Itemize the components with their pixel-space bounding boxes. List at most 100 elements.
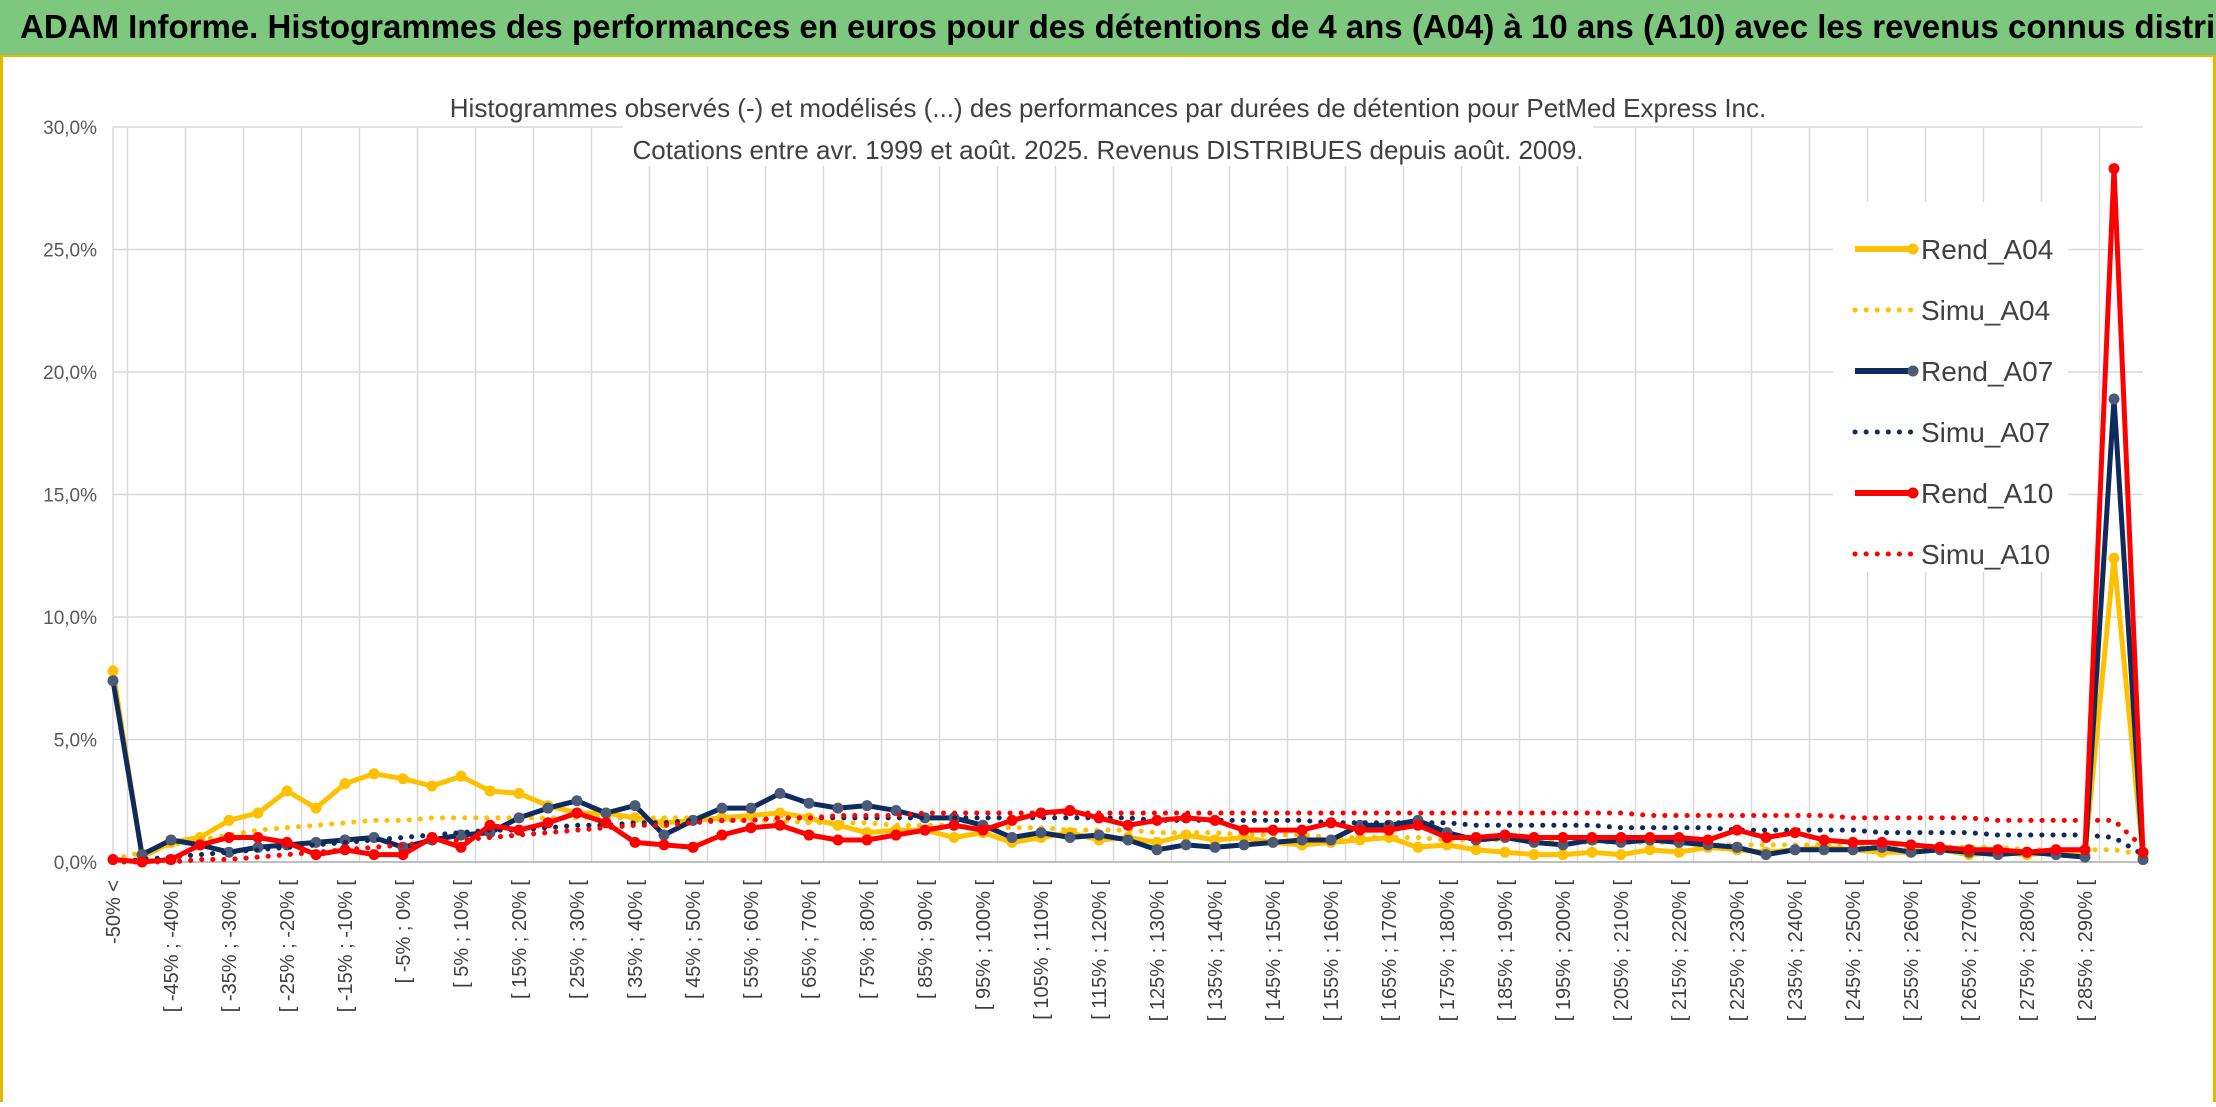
chart-title-background: [428, 82, 1788, 124]
data-point-rend-a04: [1528, 849, 1540, 861]
x-tick-label: [ 145% ; 150% [: [1263, 880, 1285, 1022]
x-tick-label: [ -45% ; -40% [: [161, 880, 183, 1013]
x-tick-label: [ 175% ; 180% [: [1437, 880, 1459, 1022]
data-point-rend-a10: [1963, 844, 1975, 856]
data-point-rend-a10: [2079, 844, 2091, 856]
data-point-rend-a10: [890, 829, 902, 841]
data-point-rend-a07: [1789, 844, 1801, 856]
legend-marker-rend-a10: [1907, 487, 1919, 499]
x-tick-label: [ 215% ; 220% [: [1669, 880, 1691, 1022]
x-tick-label: [ 155% ; 160% [: [1321, 880, 1343, 1022]
data-point-rend-a07: [2108, 393, 2120, 405]
chart-title: Histogrammes observés (-) et modélisés (…: [450, 93, 1766, 123]
data-point-rend-a10: [1934, 841, 1946, 853]
data-point-rend-a04: [1557, 849, 1569, 861]
data-point-rend-a04: [1586, 846, 1598, 858]
data-point-rend-a04: [513, 787, 525, 799]
data-point-rend-a10: [1586, 832, 1598, 843]
data-point-rend-a10: [2021, 846, 2033, 858]
data-point-rend-a10: [1876, 836, 1888, 848]
data-point-rend-a10: [136, 856, 148, 868]
data-point-rend-a10: [977, 824, 989, 836]
chart-titles: Histogrammes observés (-) et modélisés (…: [428, 82, 1788, 166]
data-point-rend-a10: [194, 839, 206, 851]
data-point-rend-a07: [165, 834, 177, 846]
y-tick-label: 10,0%: [43, 608, 97, 629]
x-tick-label: [ 95% ; 100% [: [973, 880, 995, 1011]
data-point-rend-a07: [1180, 839, 1192, 851]
data-point-rend-a07: [716, 802, 728, 814]
x-tick-label: [ 165% ; 170% [: [1379, 880, 1401, 1022]
data-point-rend-a10: [1441, 832, 1453, 843]
data-point-rend-a07: [629, 800, 641, 812]
x-tick-label: [ 105% ; 110% [: [1031, 880, 1053, 1020]
data-point-rend-a04: [1470, 844, 1482, 856]
data-point-rend-a10: [832, 834, 844, 846]
data-point-rend-a10: [1151, 814, 1163, 826]
x-tick-label: [ 235% ; 240% [: [1785, 880, 1807, 1022]
x-tick-label: [ -35% ; -30% [: [219, 880, 241, 1013]
data-point-rend-a10: [1267, 824, 1279, 836]
data-point-rend-a10: [1209, 814, 1221, 826]
data-point-rend-a10: [1847, 836, 1859, 848]
data-point-rend-a10: [1093, 812, 1105, 824]
data-point-rend-a04: [2108, 552, 2120, 564]
y-tick-label: 5,0%: [54, 731, 97, 752]
x-tick-label: [ 5% ; 10% [: [451, 880, 473, 988]
data-point-rend-a10: [2050, 844, 2062, 856]
chart-subtitle-background: [623, 124, 1593, 166]
x-tick-label: [ 125% ; 130% [: [1147, 880, 1169, 1022]
data-point-rend-a07: [542, 802, 554, 814]
data-point-rend-a10: [1673, 832, 1685, 843]
data-point-rend-a04: [948, 832, 960, 843]
data-point-rend-a10: [281, 836, 293, 848]
data-point-rend-a07: [1035, 827, 1047, 839]
data-point-rend-a04: [107, 665, 119, 677]
data-point-rend-a07: [1267, 836, 1279, 848]
data-point-rend-a10: [1615, 832, 1627, 843]
data-point-rend-a04: [397, 773, 409, 785]
legend-label-rend-a04: Rend_A04: [1921, 234, 2053, 265]
data-point-rend-a10: [1760, 832, 1772, 843]
x-tick-label: [ 205% ; 210% [: [1611, 880, 1633, 1022]
data-point-rend-a10: [1731, 824, 1743, 836]
legend-label-rend-a10: Rend_A10: [1921, 478, 2053, 509]
data-point-rend-a07: [1093, 829, 1105, 841]
data-point-rend-a10: [658, 839, 670, 851]
data-point-rend-a07: [1325, 834, 1337, 846]
data-point-rend-a07: [600, 807, 612, 819]
y-tick-label: 20,0%: [43, 363, 97, 384]
data-point-rend-a10: [629, 836, 641, 848]
x-tick-label: [ 25% ; 30% [: [567, 880, 589, 999]
data-point-rend-a04: [1412, 841, 1424, 853]
data-point-rend-a10: [1702, 834, 1714, 846]
data-point-rend-a07: [861, 800, 873, 812]
data-point-rend-a07: [107, 675, 119, 687]
series-lines: [107, 163, 2149, 868]
x-tick-label: [ 115% ; 120% [: [1089, 880, 1111, 1020]
legend-label-rend-a07: Rend_A07: [1921, 356, 2053, 387]
x-tick-label: [ 45% ; 50% [: [683, 880, 705, 999]
data-point-rend-a04: [223, 814, 235, 826]
data-point-rend-a07: [803, 797, 815, 809]
x-tick-label: [ 245% ; 250% [: [1843, 880, 1865, 1022]
y-tick-label: 25,0%: [43, 241, 97, 262]
data-point-rend-a10: [223, 832, 235, 843]
x-tick-label: -50% <: [103, 880, 125, 944]
x-tick-label: [ -25% ; -20% [: [277, 880, 299, 1013]
x-tick-label: [ -5% ; 0% [: [393, 880, 415, 984]
legend-background: [1833, 202, 2068, 572]
data-point-rend-a10: [397, 849, 409, 861]
axes: 0,0% 5,0% 10,0% 15,0% 20,0% 25,0% 30,0% -50% < […: [43, 118, 2143, 1021]
data-point-rend-a10: [542, 817, 554, 829]
data-point-rend-a07: [1760, 849, 1772, 861]
data-point-rend-a07: [1122, 834, 1134, 846]
legend-label-simu-a07: Simu_A07: [1921, 417, 2050, 448]
data-point-rend-a10: [745, 822, 757, 834]
x-tick-label: [ 275% ; 280% [: [2017, 880, 2039, 1022]
data-point-rend-a04: [1499, 846, 1511, 858]
data-point-rend-a10: [600, 817, 612, 829]
data-point-rend-a04: [310, 802, 322, 814]
data-point-rend-a10: [1296, 824, 1308, 836]
data-point-rend-a10: [774, 819, 786, 831]
